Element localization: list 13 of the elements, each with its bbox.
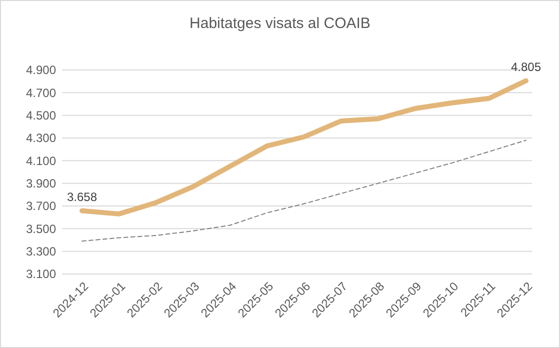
y-tick-label: 3.100 (26, 267, 56, 282)
y-tick-label: 4.300 (26, 131, 56, 146)
y-tick-label: 4.700 (26, 86, 56, 100)
y-tick-label: 4.900 (26, 63, 56, 78)
y-tick-label: 3.700 (26, 199, 56, 214)
y-tick-label: 4.500 (26, 108, 56, 123)
y-tick-label: 3.500 (26, 222, 56, 236)
data-label: 3.658 (66, 190, 98, 204)
data-label: 4.805 (510, 60, 542, 74)
y-tick-label: 4.100 (26, 154, 56, 168)
chart-title: Habitatges visats al COAIB (190, 15, 370, 32)
y-tick-label: 3.300 (26, 244, 56, 259)
y-tick-label: 3.900 (26, 176, 56, 191)
